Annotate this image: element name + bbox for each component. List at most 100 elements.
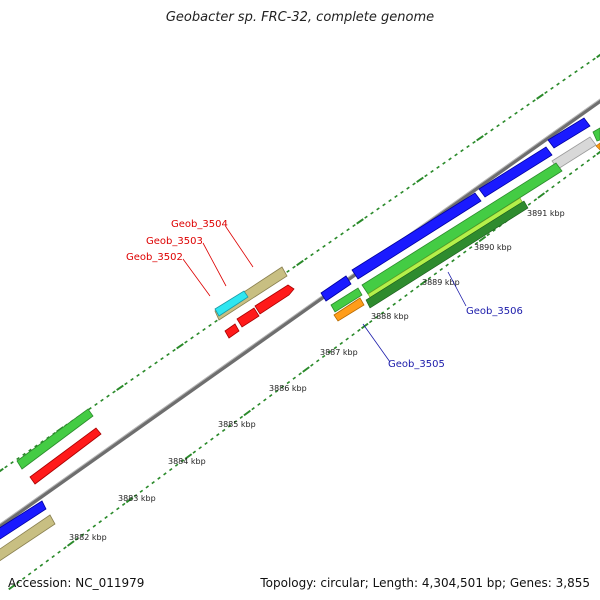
minor-tick <box>210 437 214 441</box>
gene-orange-far-right[interactable] <box>595 142 600 151</box>
minor-tick <box>556 82 560 86</box>
minor-tick <box>562 176 567 180</box>
minor-tick <box>145 485 150 489</box>
minor-tick <box>110 511 114 515</box>
gene-green-far-right[interactable] <box>592 127 600 142</box>
gene-blue-bottom-left[interactable] <box>0 500 47 543</box>
scale-label-3886: 3886 kbp <box>269 384 307 393</box>
minor-tick <box>286 269 290 273</box>
gene-blue-2[interactable] <box>351 192 482 280</box>
minor-tick <box>268 394 273 398</box>
minor-tick <box>580 163 585 167</box>
scale-label-3882: 3882 kbp <box>69 533 107 542</box>
label-geob-3506[interactable]: Geob_3506 <box>466 306 523 317</box>
label-geob-3502[interactable]: Geob_3502 <box>126 252 183 263</box>
major-tick <box>536 93 544 100</box>
major-tick <box>416 176 424 183</box>
minor-tick <box>439 267 444 272</box>
leader-geob-3506 <box>447 271 467 307</box>
leader-geob-3505 <box>362 323 391 363</box>
gene-geob-3505-green[interactable] <box>330 287 363 313</box>
minor-tick <box>351 333 355 337</box>
minor-tick <box>436 165 440 169</box>
gene-geob-3503[interactable] <box>254 284 295 315</box>
minor-tick <box>457 254 461 258</box>
minor-tick <box>190 336 194 340</box>
minor-tick <box>404 293 408 298</box>
minor-tick <box>45 559 50 563</box>
minor-tick <box>415 285 420 289</box>
minor-tick <box>74 537 79 541</box>
minor-tick <box>310 253 314 257</box>
gene-green-long[interactable] <box>361 162 563 295</box>
minor-tick <box>468 246 473 250</box>
major-tick <box>356 218 364 225</box>
minor-tick <box>580 65 584 70</box>
gene-geob-3502-a[interactable] <box>236 307 260 328</box>
gene-blue-3[interactable] <box>478 146 553 198</box>
major-tick <box>243 409 252 417</box>
minor-tick <box>94 402 98 407</box>
minor-tick <box>151 481 155 485</box>
minor-tick <box>550 86 554 90</box>
minor-tick <box>148 365 152 369</box>
gene-red-left[interactable] <box>29 427 102 485</box>
minor-tick <box>370 211 374 215</box>
minor-tick <box>198 446 202 450</box>
gene-geob-3505-orange[interactable] <box>333 297 365 322</box>
major-tick <box>302 366 310 373</box>
minor-tick <box>472 140 476 144</box>
minor-tick <box>100 398 104 402</box>
minor-tick <box>568 74 572 78</box>
minor-tick <box>520 107 524 111</box>
minor-tick <box>424 174 428 178</box>
label-geob-3504[interactable]: Geob_3504 <box>171 219 228 230</box>
minor-tick <box>427 276 432 280</box>
minor-tick <box>442 161 446 165</box>
minor-tick <box>592 154 596 158</box>
major-tick <box>537 192 546 199</box>
label-geob-3505[interactable]: Geob_3505 <box>388 359 445 370</box>
minor-tick <box>204 441 208 446</box>
major-tick <box>184 453 193 460</box>
gene-darkgreen-long[interactable] <box>365 200 529 309</box>
minor-tick <box>163 472 167 476</box>
gene-blue-1[interactable] <box>320 275 352 302</box>
minor-tick <box>142 369 146 373</box>
gene-green-left[interactable] <box>16 408 94 470</box>
leader-geob-3504 <box>225 226 254 268</box>
minor-tick <box>460 149 464 153</box>
major-tick <box>596 150 600 156</box>
minor-tick <box>315 359 320 363</box>
minor-tick <box>98 520 102 524</box>
scale-label-3883: 3883 kbp <box>118 494 156 503</box>
gene-geob-3502-b[interactable] <box>224 323 240 339</box>
gene-geob-3504[interactable] <box>214 290 249 317</box>
minor-tick <box>533 198 538 202</box>
minor-tick <box>346 228 350 232</box>
minor-tick <box>551 185 555 189</box>
gene-khaki-bottom-left[interactable] <box>0 514 56 562</box>
minor-tick <box>557 180 561 185</box>
minor-tick <box>568 172 573 176</box>
minor-tick <box>430 169 434 174</box>
minor-tick <box>92 524 97 528</box>
minor-tick <box>133 494 138 498</box>
minor-tick <box>57 550 61 554</box>
minor-tick <box>386 307 391 311</box>
scale-label-3887: 3887 kbp <box>320 348 358 357</box>
gene-blue-4[interactable] <box>547 117 591 149</box>
scale-label-3891: 3891 kbp <box>527 209 565 218</box>
minor-tick <box>166 352 170 357</box>
minor-tick <box>139 489 144 493</box>
minor-tick <box>586 61 590 65</box>
minor-tick <box>388 199 392 203</box>
minor-tick <box>490 128 494 132</box>
label-geob-3503[interactable]: Geob_3503 <box>146 236 203 247</box>
minor-tick <box>202 327 206 332</box>
major-tick <box>596 53 600 59</box>
minor-tick <box>526 103 530 107</box>
minor-tick <box>160 357 164 361</box>
minor-tick <box>40 440 44 444</box>
minor-tick <box>368 320 373 324</box>
